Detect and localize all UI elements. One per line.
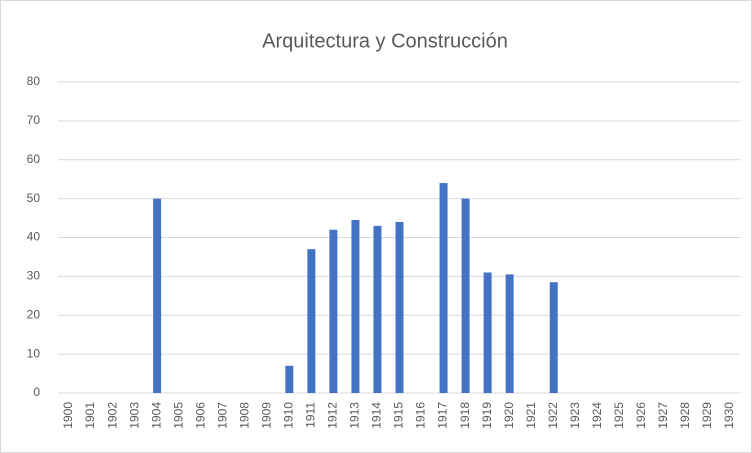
y-tick-label: 0 bbox=[33, 385, 40, 399]
y-tick-label: 10 bbox=[27, 346, 41, 360]
x-tick-label: 1915 bbox=[392, 402, 406, 429]
x-tick-label: 1918 bbox=[458, 402, 472, 429]
bar bbox=[483, 272, 492, 393]
x-tick-label: 1908 bbox=[237, 402, 251, 429]
y-tick-label: 60 bbox=[27, 152, 41, 166]
bar bbox=[549, 282, 558, 393]
x-tick-label: 1922 bbox=[546, 402, 560, 429]
x-tick-label: 1916 bbox=[414, 402, 428, 429]
x-tick-label: 1900 bbox=[61, 402, 75, 429]
bar bbox=[351, 220, 360, 393]
x-tick-label: 1912 bbox=[326, 402, 340, 429]
bar bbox=[329, 229, 338, 393]
x-tick-label: 1917 bbox=[436, 402, 450, 429]
bar bbox=[373, 225, 382, 393]
x-tick-label: 1929 bbox=[700, 402, 714, 429]
x-tick-label: 1911 bbox=[304, 402, 318, 428]
bar bbox=[395, 221, 404, 393]
y-tick-label: 70 bbox=[27, 113, 41, 127]
x-tick-label: 1928 bbox=[678, 402, 692, 429]
x-tick-label: 1919 bbox=[480, 402, 494, 429]
bar bbox=[461, 198, 470, 393]
x-tick-label: 1914 bbox=[370, 402, 384, 429]
x-tick-label: 1910 bbox=[282, 402, 296, 429]
x-tick-label: 1926 bbox=[634, 402, 648, 429]
y-tick-label: 40 bbox=[27, 230, 41, 244]
x-tick-label: 1901 bbox=[83, 402, 97, 429]
x-tick-label: 1920 bbox=[502, 402, 516, 429]
y-tick-label: 80 bbox=[27, 74, 41, 88]
bar bbox=[439, 183, 448, 393]
bar bbox=[285, 365, 294, 393]
x-tick-label: 1930 bbox=[722, 402, 736, 429]
y-tick-label: 20 bbox=[27, 307, 41, 321]
x-tick-label: 1913 bbox=[348, 402, 362, 429]
x-tick-label: 1905 bbox=[171, 402, 185, 429]
x-tick-label: 1923 bbox=[568, 402, 582, 429]
x-tick-label: 1904 bbox=[149, 402, 163, 429]
y-tick-label: 50 bbox=[27, 191, 41, 205]
bar bbox=[505, 274, 514, 393]
bar bbox=[307, 249, 316, 393]
x-tick-label: 1906 bbox=[193, 402, 207, 429]
x-tick-label: 1902 bbox=[105, 402, 119, 429]
x-tick-label: 1909 bbox=[259, 402, 273, 429]
x-tick-label: 1907 bbox=[215, 402, 229, 429]
bar bbox=[153, 198, 162, 393]
y-tick-label: 30 bbox=[27, 269, 41, 283]
chart-title: Arquitectura y Construcción bbox=[262, 30, 508, 52]
x-tick-label: 1925 bbox=[612, 402, 626, 429]
x-tick-label: 1903 bbox=[127, 402, 141, 429]
x-tick-label: 1927 bbox=[656, 402, 670, 429]
x-tick-label: 1924 bbox=[590, 402, 604, 429]
x-tick-label: 1921 bbox=[524, 402, 538, 429]
